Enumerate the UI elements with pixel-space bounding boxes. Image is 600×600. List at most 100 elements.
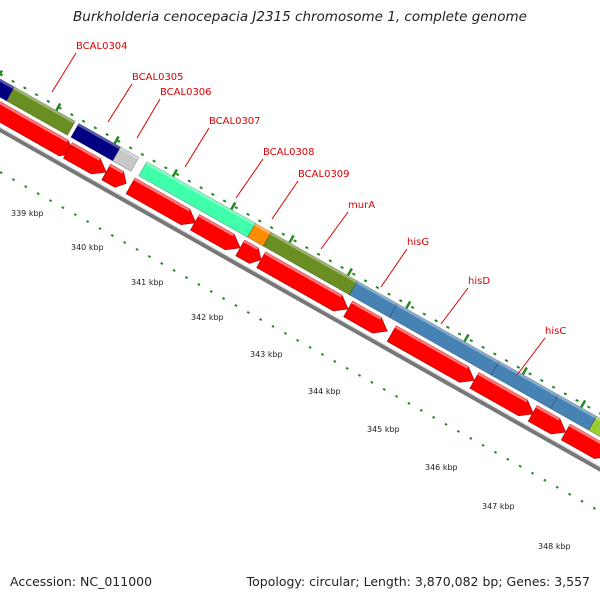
tick-dot [328, 259, 333, 263]
tick-major [0, 69, 4, 77]
scale-dot [197, 283, 201, 286]
scale-dot [296, 338, 300, 342]
tick-dot [504, 358, 509, 363]
tick-dot [23, 86, 27, 90]
gene-leader-line [320, 211, 349, 250]
scale-dot [407, 401, 411, 405]
tick-dot [293, 239, 297, 243]
scale-dot [493, 450, 498, 454]
scale-dot [357, 373, 362, 377]
forward-gene-highlight [568, 424, 600, 444]
scale-dot [456, 429, 460, 433]
tick-dot [399, 299, 403, 303]
gene-leader-line [380, 248, 408, 288]
gene-leader-line [516, 337, 546, 376]
tick-major [288, 234, 295, 244]
tick-dot [199, 186, 203, 190]
scale-dot [209, 290, 213, 293]
scale-dot [580, 499, 584, 503]
gene-leader-line [235, 158, 264, 199]
forward-gene-highlight [535, 405, 560, 421]
scale-dot [123, 241, 127, 245]
forward-gene-highlight [71, 142, 101, 161]
gene-block-highlight [356, 281, 398, 306]
scale-dot [36, 192, 40, 196]
forward-gene-highlight [351, 301, 382, 320]
scale-label: 344 kbp [308, 387, 341, 396]
tick-dot [222, 199, 227, 203]
tick-dot [551, 385, 556, 389]
scale-dot [518, 464, 522, 468]
backbone [0, 126, 600, 472]
tick-dot [234, 206, 239, 210]
forward-gene-highlight [243, 240, 259, 250]
gene-label: BCAL0308 [263, 147, 315, 158]
forward-gene-arrow [63, 142, 107, 175]
tick-dot [352, 272, 356, 276]
gene-label: BCAL0309 [298, 169, 350, 180]
gene-leader-line [107, 83, 133, 123]
forward-gene-highlight [0, 101, 68, 143]
gene-leader-line [440, 287, 469, 325]
scale-dot [221, 296, 226, 300]
tick-dot [70, 113, 74, 117]
tick-dot [469, 339, 474, 343]
gene-block-highlight [0, 78, 15, 90]
gene-leader-line [136, 98, 161, 139]
gene-label: BCAL0307 [209, 116, 261, 127]
gene-block [6, 86, 76, 136]
scale-dot [432, 415, 436, 419]
forward-gene-highlight [394, 325, 469, 369]
gene-label: hisD [468, 276, 490, 287]
scale-dot [444, 422, 448, 426]
tick-dot [281, 232, 286, 236]
tick-dot [387, 292, 391, 296]
tick-dot [375, 285, 380, 290]
tick-dot [481, 345, 485, 349]
gene-label: BCAL0306 [160, 87, 212, 98]
tick-dot [316, 252, 321, 256]
tick-dot [211, 192, 215, 197]
tick-dot [305, 245, 309, 250]
scale-label: 343 kbp [250, 350, 283, 359]
tick-dot [105, 132, 109, 137]
scale-dot [568, 492, 572, 496]
scale-dot [530, 471, 535, 475]
scale-dot [469, 436, 473, 440]
tick-major [171, 168, 178, 178]
scale-dot [246, 310, 250, 314]
tick-dot [340, 265, 344, 270]
accession-text: Accession: NC_011000 [10, 574, 153, 589]
scale-dot [320, 352, 325, 356]
scale-dot [234, 303, 238, 307]
tick-dot [269, 226, 274, 230]
scale-dot [160, 262, 164, 266]
tick-dot [457, 332, 462, 336]
gene-leader-line [184, 127, 210, 168]
scale-label: 339 kbp [11, 209, 44, 218]
scale-dot [110, 234, 114, 238]
scale-dot [259, 317, 263, 321]
forward-gene-arrow [343, 300, 388, 334]
gene-block-highlight [396, 303, 500, 364]
tick-dot [246, 212, 250, 216]
scale-dot [48, 199, 53, 203]
gene-block-highlight [557, 394, 597, 419]
tick-dot [575, 398, 579, 403]
tick-dot [34, 93, 39, 97]
scale-dot [24, 185, 28, 189]
gene-leader-line [51, 52, 77, 93]
tick-dot [81, 119, 86, 123]
scale-dot [11, 178, 16, 182]
tick-dot [586, 405, 591, 409]
scale-dot [543, 478, 547, 482]
scale-dot [506, 457, 510, 461]
gene-label: hisG [407, 237, 429, 248]
scale-dot [147, 255, 151, 259]
tick-major [521, 366, 528, 376]
tick-dot [258, 219, 262, 223]
tick-dot [422, 312, 427, 316]
gene-label: murA [348, 200, 375, 211]
scale-dot [283, 331, 287, 335]
